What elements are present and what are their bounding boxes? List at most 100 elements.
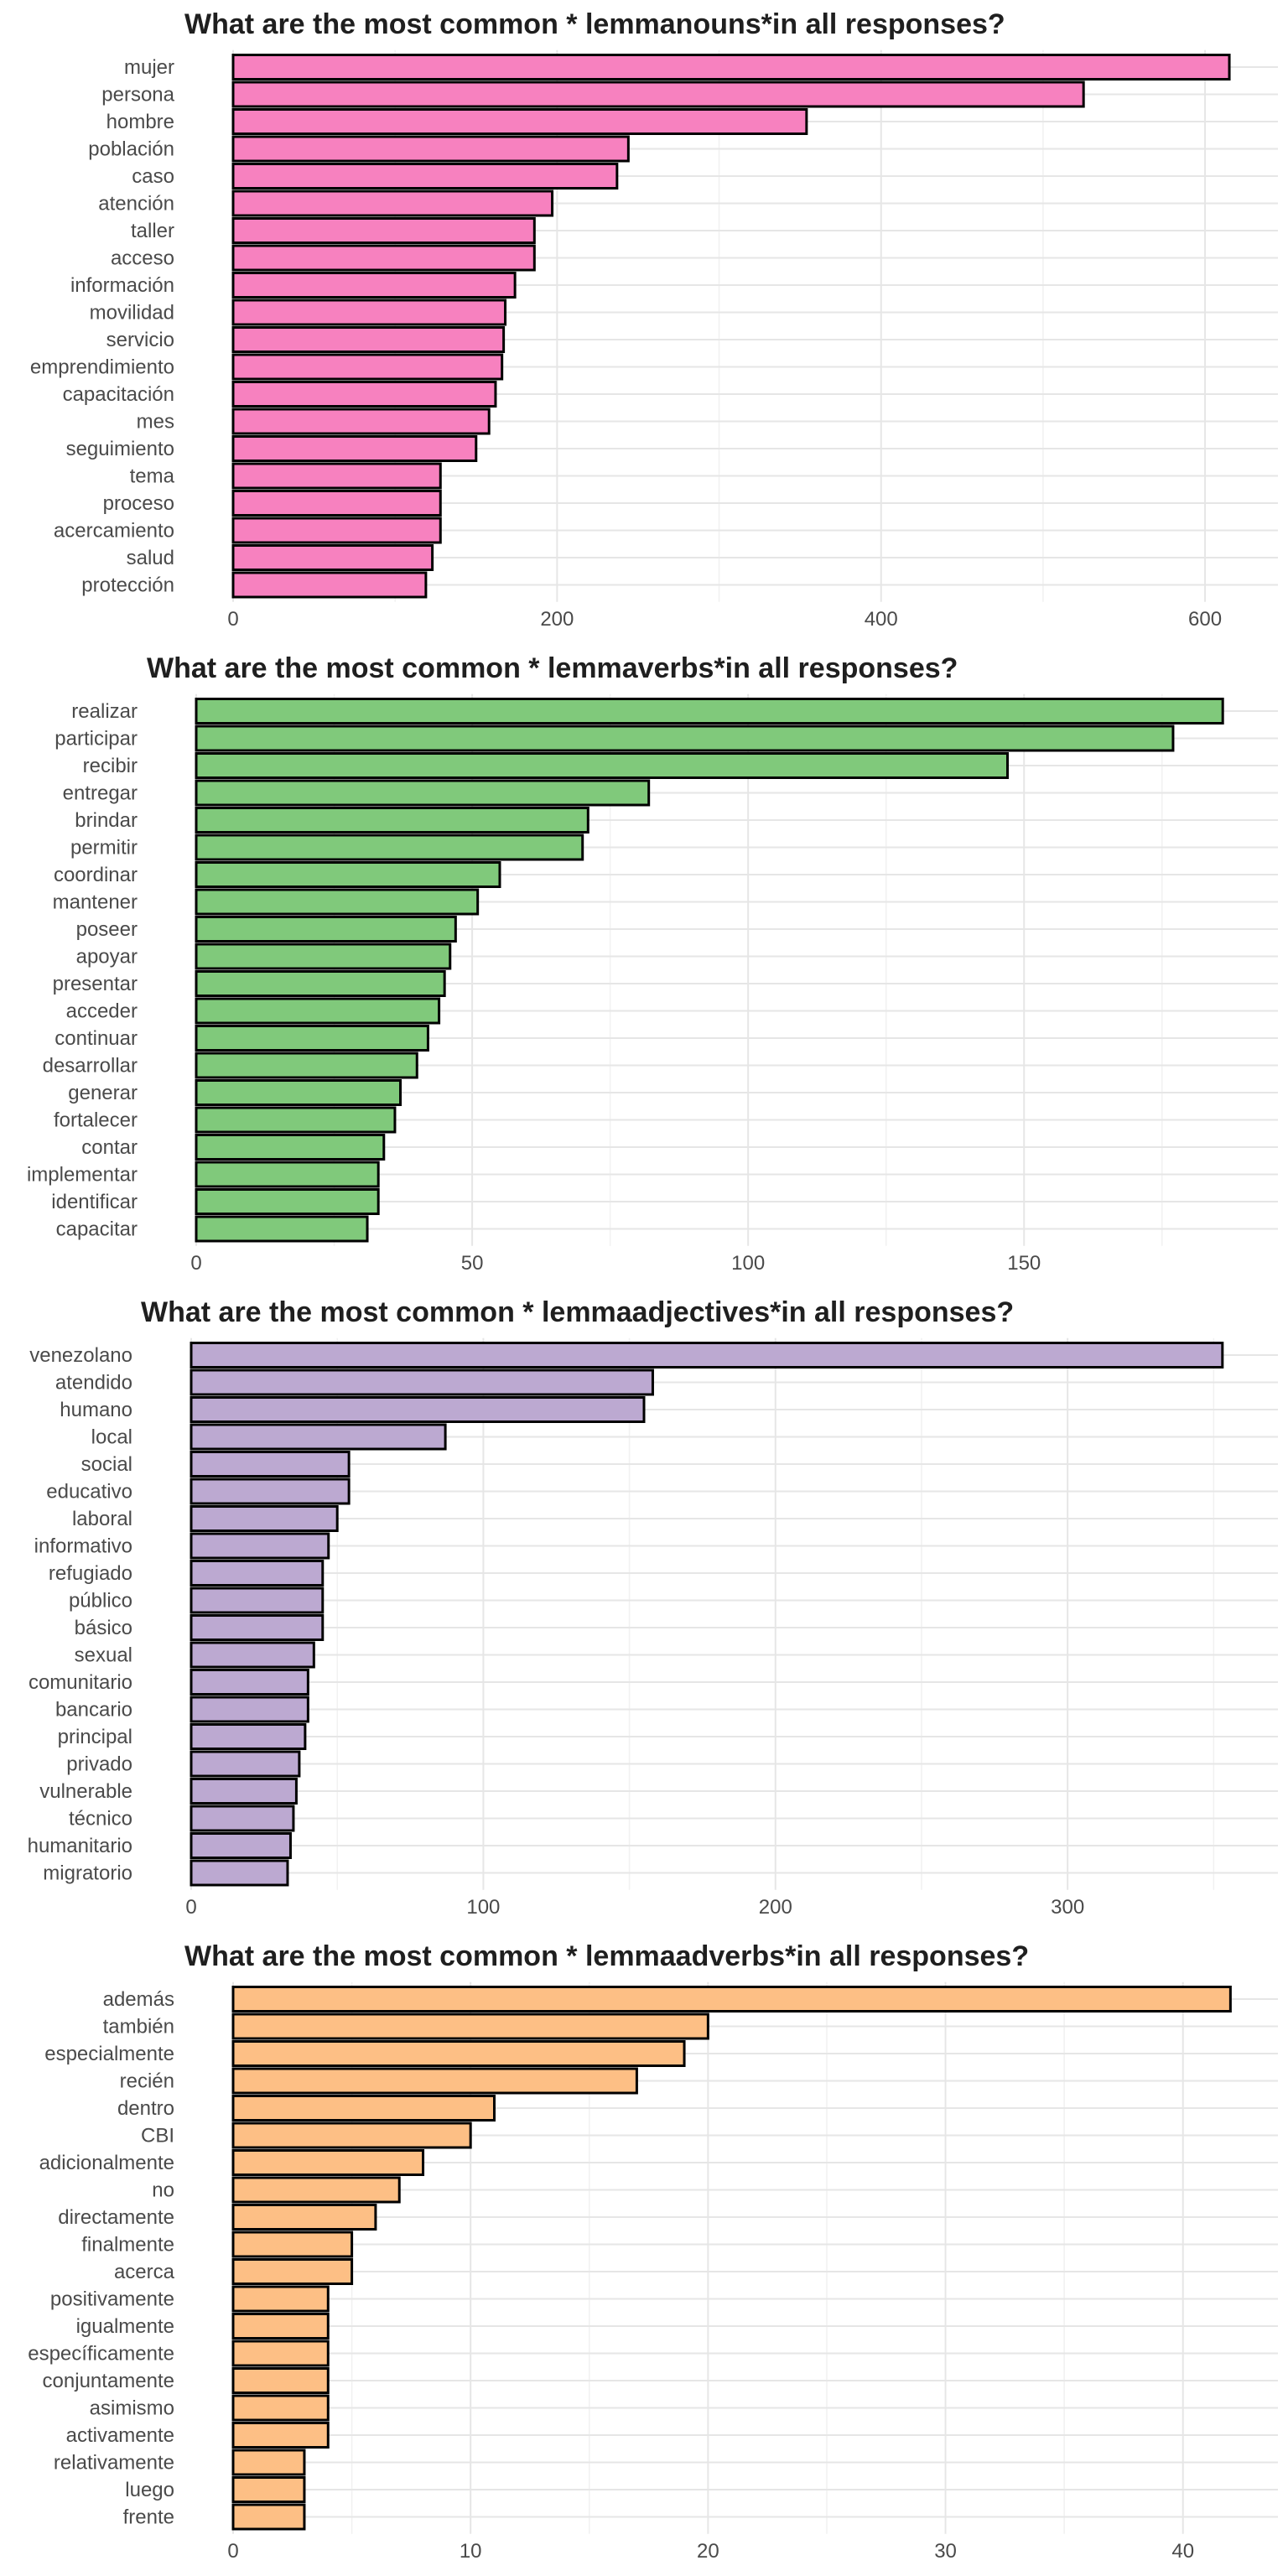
chart-title: What are the most common * lemmaverbs*in…: [147, 652, 958, 684]
bar-caso: [231, 163, 619, 190]
category-label: comunitario: [29, 1671, 132, 1694]
bar-permitir: [195, 834, 584, 861]
category-label: frente: [123, 2506, 174, 2529]
bar-vulnerable: [190, 1778, 298, 1805]
bar-servicio: [231, 326, 506, 353]
bar-privado: [190, 1750, 301, 1778]
category-label: bancario: [55, 1699, 132, 1722]
category-label: humano: [60, 1399, 132, 1421]
bar-acercamiento: [231, 517, 442, 544]
category-label: acerca: [114, 2261, 175, 2283]
category-label: mujer: [124, 56, 174, 79]
x-tick-label: 150: [1007, 1252, 1041, 1275]
bar-acerca: [231, 2258, 354, 2285]
category-label: social: [81, 1453, 132, 1476]
bar-capacitar: [195, 1215, 369, 1243]
bar-humanitario: [190, 1832, 292, 1859]
chart-verbs: What are the most common * lemmaverbs*in…: [27, 652, 1278, 1275]
bar-fortalecer: [195, 1106, 397, 1134]
category-label: local: [91, 1426, 132, 1449]
bar-salud: [231, 544, 434, 571]
category-label: principal: [58, 1726, 132, 1748]
category-label: continuar: [55, 1027, 138, 1050]
bar-principal: [190, 1723, 307, 1750]
category-label: implementar: [27, 1164, 138, 1187]
bar-recibir: [195, 752, 1009, 779]
category-label: básico: [75, 1617, 132, 1639]
bar-adicionalmente: [231, 2149, 425, 2176]
x-tick-label: 300: [1051, 1896, 1084, 1919]
category-label: caso: [132, 165, 174, 188]
bar-luego: [231, 2476, 306, 2503]
bar-persona: [231, 80, 1085, 108]
category-label: venezolano: [29, 1344, 132, 1367]
category-label: acceder: [66, 1000, 138, 1023]
category-label: también: [103, 2016, 174, 2038]
category-label: técnico: [69, 1808, 132, 1831]
category-label: coordinar: [54, 864, 138, 886]
category-label: información: [70, 274, 174, 297]
bar-especialmente: [231, 2040, 686, 2067]
category-label: luego: [125, 2479, 174, 2501]
bar-directamente: [231, 2204, 377, 2231]
bar-desarrollar: [195, 1052, 418, 1079]
category-label: igualmente: [76, 2315, 174, 2338]
category-label: capacitación: [63, 383, 174, 406]
category-label: persona: [101, 84, 174, 106]
category-label: además: [103, 1988, 174, 2011]
category-label: emprendimiento: [30, 356, 174, 379]
category-label: población: [88, 138, 174, 161]
bar-seguimiento: [231, 435, 478, 462]
x-tick-label: 400: [865, 608, 898, 631]
category-label: CBI: [141, 2125, 174, 2148]
category-label: privado: [66, 1753, 132, 1776]
x-tick-label: 10: [460, 2540, 482, 2563]
category-label: permitir: [70, 837, 138, 860]
bar-población: [231, 135, 630, 163]
bar-específicamente: [231, 2340, 330, 2367]
bar-entregar: [195, 779, 651, 807]
bar-público: [190, 1587, 325, 1614]
category-label: atención: [98, 193, 174, 216]
x-tick-label: 30: [934, 2540, 957, 2563]
bar-migratorio: [190, 1859, 289, 1887]
bar-no: [231, 2176, 401, 2204]
bar-bancario: [190, 1696, 309, 1723]
bar-protección: [231, 571, 428, 599]
category-label: laboral: [72, 1508, 132, 1530]
category-label: específicamente: [28, 2343, 174, 2366]
category-label: acercamiento: [54, 520, 174, 543]
bar-atendido: [190, 1368, 654, 1396]
bar-proceso: [231, 490, 442, 517]
bar-frente: [231, 2503, 306, 2531]
category-label: identificar: [51, 1191, 138, 1213]
x-tick-label: 40: [1171, 2540, 1194, 2563]
x-tick-label: 0: [227, 2540, 238, 2563]
bar-coordinar: [195, 861, 501, 888]
bar-atención: [231, 190, 554, 217]
bar-refugiado: [190, 1560, 325, 1587]
bar-mantener: [195, 888, 480, 916]
category-label: finalmente: [81, 2234, 174, 2257]
bar-poseer: [195, 916, 457, 943]
bar-también: [231, 2012, 709, 2040]
x-tick-label: 600: [1188, 608, 1222, 631]
x-tick-label: 200: [540, 608, 574, 631]
bar-acceso: [231, 244, 536, 272]
bar-mujer: [231, 54, 1231, 80]
x-tick-label: 0: [190, 1252, 201, 1275]
category-label: desarrollar: [43, 1055, 138, 1078]
bar-asimismo: [231, 2394, 330, 2422]
bar-contar: [195, 1134, 386, 1161]
category-label: tema: [130, 465, 175, 488]
bar-laboral: [190, 1505, 339, 1532]
bar-social: [190, 1451, 351, 1478]
bar-sexual: [190, 1641, 315, 1669]
bar-activamente: [231, 2422, 330, 2449]
bar-tema: [231, 462, 442, 490]
bar-apoyar: [195, 943, 452, 970]
bar-movilidad: [231, 299, 507, 326]
x-tick-label: 50: [461, 1252, 484, 1275]
category-label: participar: [55, 728, 138, 750]
